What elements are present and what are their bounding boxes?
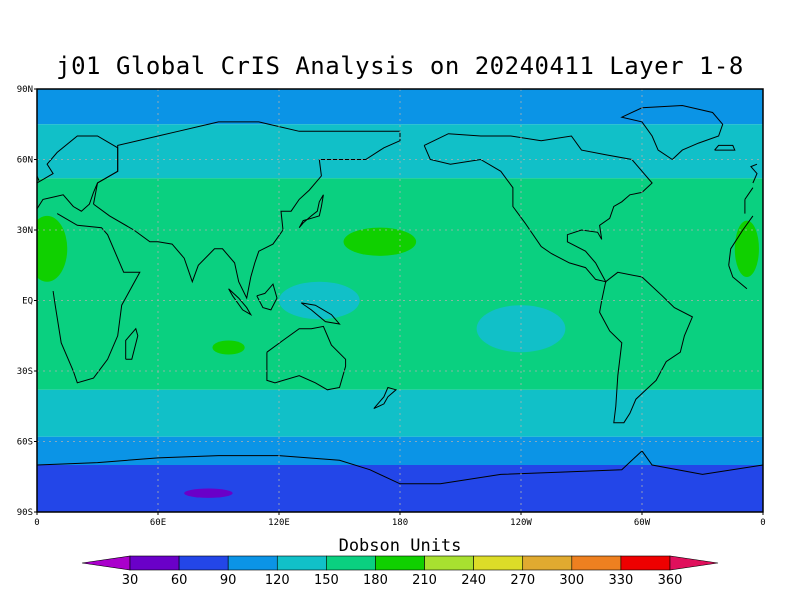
colorbar-segment: [473, 555, 524, 571]
colorbar-label: 240: [461, 573, 486, 588]
coastline-new-guinea: [300, 302, 341, 325]
colorbar-segment: [227, 555, 278, 571]
field-blob-1: [343, 227, 417, 256]
field-band-0: [37, 89, 763, 125]
lat-tick-label: 60N: [17, 156, 33, 166]
coastline-sumatra: [228, 288, 253, 316]
coastline-asia: [93, 121, 401, 300]
lon-tick-label: 120W: [510, 518, 532, 528]
colorbar-segment: [326, 555, 376, 571]
coastline-africa-2: [728, 265, 748, 290]
colorbar-segment: [522, 555, 573, 571]
colorbar-low-arrow: [81, 555, 131, 571]
ozone-field: [37, 89, 763, 512]
colorbar-segment: [620, 555, 671, 571]
colorbar-label: 150: [314, 573, 339, 588]
colorbar-label: 180: [363, 573, 388, 588]
coastline-africa: [728, 215, 754, 266]
colorbar-label: 90: [220, 573, 237, 588]
colorbar-units: Dobson Units: [338, 536, 462, 556]
colorbar-segment: [571, 555, 622, 571]
field-blob-0: [37, 215, 68, 282]
coastline-greenland: [620, 104, 724, 160]
field-blob-4: [184, 488, 233, 498]
coastlines: [37, 104, 763, 485]
colorbar-high-arrow: [669, 555, 719, 571]
coastline-north-america: [423, 133, 653, 283]
colorbar-label: 360: [658, 573, 683, 588]
lon-tick-label: 120E: [268, 518, 290, 528]
colorbar-segment: [276, 555, 327, 571]
coastline-antarctica: [37, 450, 763, 485]
lat-tick-label: 30S: [17, 367, 33, 377]
lon-tick-label: 60E: [150, 518, 166, 528]
lat-tick-label: EQ: [22, 297, 33, 307]
colorbar-label: 210: [412, 573, 437, 588]
colorbar-label: 300: [559, 573, 584, 588]
lon-tick-label: 60W: [634, 518, 651, 528]
coastline-south-america: [599, 271, 694, 424]
field-blob-6: [476, 305, 566, 353]
lon-tick-label: 180: [392, 518, 408, 528]
colorbar-label: 330: [608, 573, 633, 588]
coastline-madagascar: [125, 327, 139, 360]
colorbar-label: 270: [510, 573, 535, 588]
colorbar-segment: [424, 555, 474, 571]
longitude-ticks: 0 60E 120E 180 120W 60W 0: [34, 512, 766, 528]
colorbar-label: 60: [171, 573, 188, 588]
coastline-borneo: [256, 283, 278, 311]
coastline-japan: [298, 194, 324, 229]
lat-tick-label: 60S: [17, 438, 33, 448]
coastline-australia: [266, 325, 347, 391]
colorbar-segment: [375, 555, 425, 571]
colorbar: 30 60 90 120 150 180 210 240 270 300 330 360: [81, 555, 719, 588]
lon-tick-label: 0: [34, 518, 39, 528]
colorbar-segment: [129, 555, 180, 571]
gridlines: [37, 89, 763, 512]
field-blob-3: [212, 340, 245, 355]
field-blob-2: [734, 220, 759, 277]
lon-tick-label: 0: [760, 518, 765, 528]
latitude-ticks: 90N 60N 30N EQ 30S 60S 90S: [17, 85, 37, 518]
map-title: j01 Global CrIS Analysis on 20240411 Lay…: [56, 52, 744, 80]
colorbar-segment: [178, 555, 229, 571]
coastline-europe-2: [744, 187, 754, 200]
colorbar-label: 120: [265, 573, 290, 588]
coastline-iceland: [714, 144, 736, 151]
coastline-uk-2: [750, 163, 758, 184]
lat-tick-label: 30N: [17, 226, 33, 236]
lat-tick-label: 90N: [17, 85, 33, 95]
lat-tick-label: 90S: [17, 508, 33, 518]
colorbar-label: 30: [122, 573, 139, 588]
coastline-new-zealand: [373, 386, 398, 410]
